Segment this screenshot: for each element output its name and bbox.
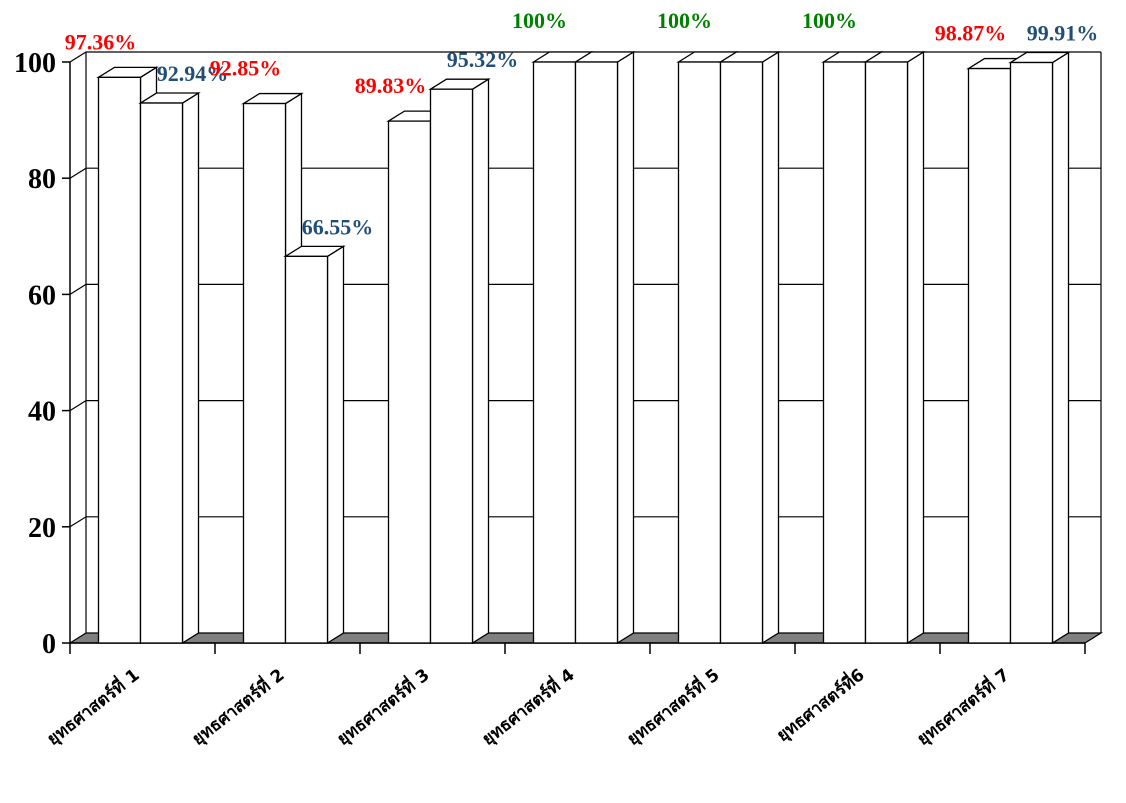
- bar: [718, 50, 781, 645]
- data-label: 66.55%: [302, 214, 374, 239]
- bar-side: [906, 50, 925, 645]
- bar-front: [719, 61, 764, 644]
- bar: [138, 91, 201, 645]
- y-tick-label: 40: [28, 397, 56, 428]
- data-labels: 97.36% 92.94%92.85% 66.55% 89.83% 95.32% 100%…: [65, 8, 1099, 239]
- category-label: ยุทธศาสตร์ที่ 5: [622, 663, 724, 750]
- y-tick-label: 60: [28, 280, 56, 311]
- bar-side: [1051, 51, 1070, 645]
- bar-side: [616, 50, 635, 645]
- category-label: ยุทธศาสตร์ที่ 1: [42, 663, 144, 750]
- bar-front: [139, 102, 184, 644]
- y-tick-label: 0: [42, 629, 56, 660]
- bar-front: [532, 61, 577, 644]
- bar-front: [242, 102, 287, 644]
- data-label: 99.91%: [1027, 21, 1099, 46]
- data-label: 100%: [802, 8, 857, 33]
- bar: [283, 245, 346, 645]
- data-label: 89.83%: [355, 73, 427, 98]
- y-tick-label: 80: [28, 164, 56, 195]
- bar-front: [387, 120, 432, 644]
- data-label: 100%: [512, 8, 567, 33]
- data-label: 100%: [657, 8, 712, 33]
- bar: [428, 78, 491, 645]
- bar-side: [181, 91, 200, 645]
- y-tick-label: 20: [28, 513, 56, 544]
- data-label: 92.85%: [210, 56, 282, 81]
- data-label: 92.94%: [157, 61, 229, 86]
- data-label: 95.32%: [447, 47, 519, 72]
- data-label: 97.36%: [65, 29, 137, 54]
- bar-front: [967, 67, 1012, 644]
- data-label: 98.87%: [935, 21, 1007, 46]
- bar-front: [284, 255, 329, 644]
- bar-front: [1009, 61, 1054, 644]
- bar-front: [822, 61, 867, 644]
- bar-side: [471, 78, 490, 645]
- category-label: ยุทธศาสตร์ที่ 7: [912, 663, 1014, 750]
- bar-front: [864, 61, 909, 644]
- bar: [1008, 51, 1071, 645]
- bar-front: [677, 61, 722, 644]
- bar: [573, 50, 636, 645]
- category-label: ยุทธศาสตร์ที่6: [771, 663, 868, 746]
- bar-side: [326, 245, 345, 645]
- category-label: ยุทธศาสตร์ที่ 3: [332, 663, 434, 750]
- bar-front: [429, 88, 474, 644]
- category-label: ยุทธศาสตร์ที่ 4: [477, 663, 579, 750]
- bar-side: [761, 50, 780, 645]
- bar-front: [97, 76, 142, 644]
- bar: [863, 50, 926, 645]
- bar-front: [574, 61, 619, 644]
- category-label: ยุทธศาสตร์ที่ 2: [187, 663, 289, 750]
- bars: [96, 50, 1071, 645]
- y-tick-label: 100: [14, 48, 56, 79]
